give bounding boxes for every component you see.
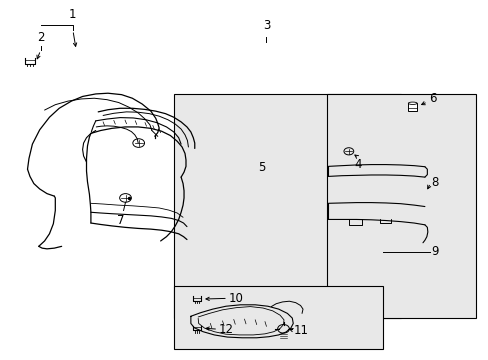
Text: 11: 11 bbox=[293, 324, 307, 337]
Text: 8: 8 bbox=[430, 176, 437, 189]
Text: 1: 1 bbox=[69, 9, 77, 22]
Text: 7: 7 bbox=[117, 214, 124, 227]
Text: 6: 6 bbox=[428, 93, 435, 105]
Text: 10: 10 bbox=[228, 292, 244, 305]
Text: 12: 12 bbox=[219, 323, 234, 336]
Text: 9: 9 bbox=[430, 245, 437, 258]
Ellipse shape bbox=[407, 102, 416, 104]
Bar bbox=[327, 94, 475, 318]
Bar bbox=[173, 94, 400, 318]
Bar bbox=[173, 286, 383, 348]
Text: 3: 3 bbox=[262, 19, 269, 32]
Text: 2: 2 bbox=[37, 31, 44, 44]
Text: 4: 4 bbox=[354, 158, 362, 171]
Text: 5: 5 bbox=[257, 161, 264, 174]
Bar bbox=[407, 103, 416, 111]
